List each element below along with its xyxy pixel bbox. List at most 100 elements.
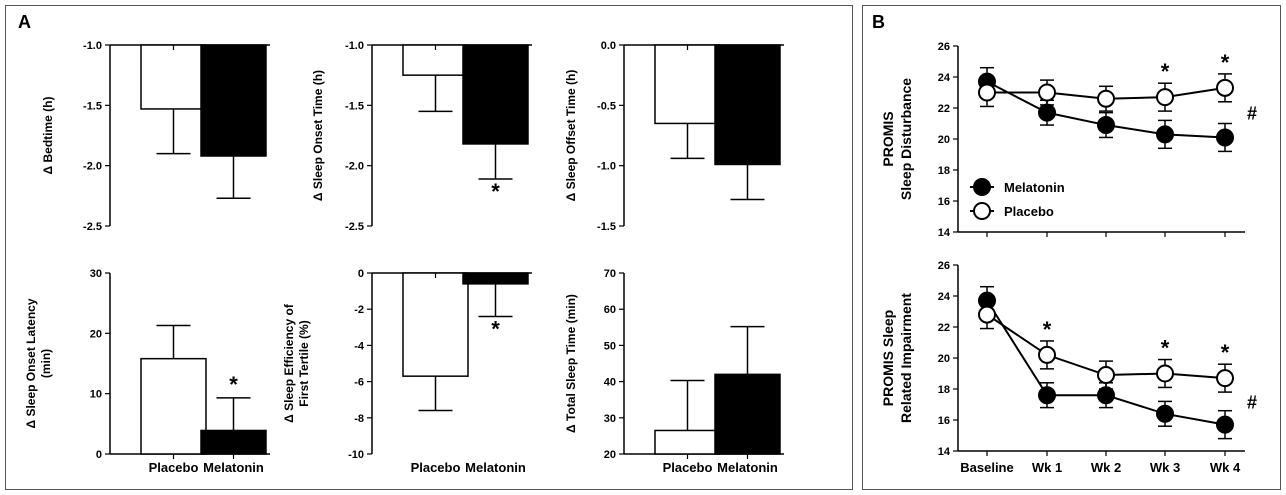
y-tick-label: -1.5 [597, 221, 616, 233]
bar-placebo [402, 272, 469, 377]
data-point-placebo [1097, 89, 1115, 108]
y-tick-label: 24 [938, 72, 951, 84]
y-tick-label: -0.5 [597, 100, 616, 112]
y-axis-label: Δ Sleep Offset Time (h) [564, 70, 578, 202]
y-tick-label: 22 [938, 322, 950, 334]
y-tick-label: 16 [938, 415, 950, 427]
y-tick-label: 20 [938, 353, 950, 365]
y-tick-label: 60 [604, 304, 616, 316]
y-tick-label: -1.0 [597, 161, 616, 173]
y-tick-label: 10 [90, 389, 102, 401]
y-tick-label: -6 [354, 377, 364, 389]
y-tick-label: -1.5 [83, 100, 102, 112]
x-tick-label: Wk 2 [1091, 460, 1121, 475]
chart-total-sleep-time [619, 272, 784, 459]
significance-star: * [1043, 317, 1052, 342]
x-tick-label: Wk 1 [1032, 460, 1062, 475]
chart-promis-sleep-related-impairment [953, 264, 1245, 456]
data-point-melatonin [1097, 116, 1115, 135]
data-point-placebo [1097, 366, 1115, 385]
bar-placebo [654, 429, 721, 455]
x-tick-label: Placebo [663, 460, 713, 475]
y-tick-label: 20 [938, 134, 950, 146]
y-axis-label: Sleep Disturbance [898, 78, 914, 200]
bar-melatonin [200, 429, 267, 455]
y-tick-label: 0 [96, 449, 102, 461]
legend-marker-placebo [973, 202, 991, 220]
chart-sleep-offset-time [619, 44, 784, 227]
significance-star: * [1161, 336, 1170, 361]
y-tick-label: 18 [938, 165, 950, 177]
y-axis-label: PROMIS [880, 111, 896, 166]
y-tick-label: 22 [938, 103, 950, 115]
x-tick-label: Wk 3 [1150, 460, 1180, 475]
y-tick-label: -2.5 [345, 221, 364, 233]
x-tick-label: Baseline [960, 460, 1013, 475]
y-axis-label: First Tertile (%) [297, 320, 311, 406]
y-tick-label: 14 [938, 227, 951, 239]
data-point-melatonin [1038, 386, 1056, 405]
x-tick-label: Melatonin [717, 460, 778, 475]
significance-star: * [491, 316, 500, 341]
y-tick-label: -1.0 [345, 40, 364, 52]
overall-significance-hash: # [1247, 104, 1257, 124]
y-tick-label: -1.5 [345, 100, 364, 112]
legend-marker-melatonin [973, 178, 991, 196]
y-tick-label: 30 [604, 413, 616, 425]
y-tick-label: 30 [90, 268, 102, 280]
data-point-melatonin [1156, 125, 1174, 144]
legend-label-melatonin: Melatonin [1004, 180, 1065, 195]
data-point-placebo [1038, 345, 1056, 364]
data-point-placebo [1216, 369, 1234, 388]
y-tick-label: -2 [354, 304, 364, 316]
bar-placebo [140, 44, 207, 110]
y-tick-label: 14 [938, 446, 951, 458]
y-tick-label: -10 [348, 449, 364, 461]
y-axis-label: Δ Sleep Efficiency of [282, 303, 296, 423]
x-tick-label: Wk 4 [1210, 460, 1241, 475]
bar-melatonin [714, 373, 781, 455]
y-tick-label: -2.0 [83, 161, 102, 173]
data-point-melatonin [1216, 415, 1234, 434]
y-tick-label: -1.0 [83, 40, 102, 52]
bar-melatonin [200, 44, 267, 157]
bar-melatonin [714, 44, 781, 166]
y-tick-label: 50 [604, 340, 616, 352]
y-axis-label: (min) [39, 349, 53, 378]
bar-placebo [140, 357, 207, 455]
bar-melatonin [462, 44, 529, 145]
y-tick-label: 24 [938, 291, 951, 303]
data-point-melatonin [1156, 404, 1174, 423]
y-tick-label: -4 [354, 340, 365, 352]
y-tick-label: 16 [938, 196, 950, 208]
y-tick-label: 0.0 [601, 40, 616, 52]
y-axis-label: Related Impairment [898, 293, 914, 423]
y-tick-label: -2.5 [83, 221, 102, 233]
chart-promis-sleep-disturbance [953, 45, 1245, 237]
data-point-placebo [1156, 364, 1174, 383]
bar-placebo [654, 44, 721, 125]
y-tick-label: 20 [604, 449, 616, 461]
data-point-melatonin [1038, 103, 1056, 122]
significance-star: * [1221, 50, 1230, 75]
data-point-placebo [1216, 78, 1234, 97]
y-tick-label: -2.0 [345, 161, 364, 173]
chart-sleep-onset-latency [105, 272, 270, 459]
x-tick-label: Placebo [149, 460, 199, 475]
panel-b-frame [862, 5, 1281, 490]
y-tick-label: 26 [938, 260, 950, 272]
significance-star: * [1221, 340, 1230, 365]
significance-star: * [491, 179, 500, 204]
y-tick-label: 70 [604, 268, 616, 280]
x-tick-label: Melatonin [203, 460, 264, 475]
x-tick-label: Placebo [411, 460, 461, 475]
panel-a-label: A [18, 12, 31, 32]
significance-star: * [1161, 59, 1170, 84]
data-point-placebo [1038, 83, 1056, 102]
y-axis-label: Δ Bedtime (h) [41, 97, 55, 175]
data-point-placebo [1156, 88, 1174, 107]
y-axis-label: Δ Sleep Onset Time (h) [311, 70, 325, 201]
data-point-melatonin [1216, 128, 1234, 147]
y-tick-label: 18 [938, 384, 950, 396]
